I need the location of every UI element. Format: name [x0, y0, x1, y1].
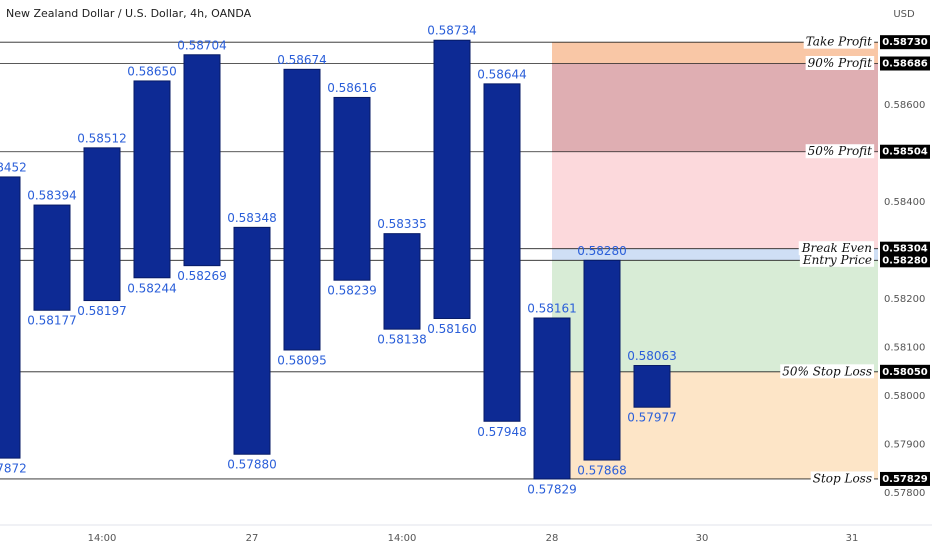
high-label: 0.58335 — [377, 217, 427, 231]
y-tick-label: 0.58000 — [884, 391, 925, 402]
high-label: 0.58512 — [77, 131, 127, 145]
level-name: 50% Stop Loss — [782, 364, 872, 378]
level-value: 0.58504 — [882, 147, 928, 158]
range-bar — [583, 259, 621, 461]
y-tick-label: 0.58200 — [884, 294, 925, 305]
x-tick-label: 30 — [696, 533, 709, 544]
low-label: 0.58160 — [427, 322, 477, 336]
high-label: 0.58452 — [0, 160, 27, 174]
level-name-bg — [805, 144, 875, 159]
range-bar — [0, 176, 21, 459]
level-value: 0.58686 — [882, 59, 928, 70]
x-tick-label: 14:00 — [388, 533, 417, 544]
y-tick-label: 0.57800 — [884, 488, 925, 499]
high-label: 0.58161 — [527, 302, 577, 316]
low-label: 0.57948 — [477, 425, 527, 439]
low-label: 0.58138 — [377, 333, 427, 347]
range-bar — [183, 54, 221, 267]
high-label: 0.58674 — [277, 53, 327, 67]
range-bar — [283, 68, 321, 351]
high-label: 0.58616 — [327, 81, 377, 95]
currency: USD — [893, 9, 915, 20]
zone — [552, 42, 878, 64]
range-bar — [433, 39, 471, 319]
level-name-bg — [780, 364, 874, 379]
low-label: 0.58197 — [77, 304, 127, 318]
low-label: 0.58269 — [177, 269, 227, 283]
level-name: 50% Profit — [808, 144, 873, 158]
low-label: 0.58244 — [127, 281, 177, 295]
range-bar — [383, 233, 421, 330]
x-tick-label: 14:00 — [88, 533, 117, 544]
high-label: 0.58280 — [577, 244, 627, 258]
high-label: 0.58734 — [427, 24, 477, 38]
chart-title: New Zealand Dollar / U.S. Dollar, 4h, OA… — [6, 7, 252, 20]
level-name-bg — [799, 252, 874, 267]
level-value-bg — [880, 253, 930, 268]
level-value: 0.57829 — [882, 474, 928, 485]
range-bar — [533, 317, 571, 480]
range-bar — [483, 83, 521, 422]
level-value-bg — [880, 56, 930, 71]
level-value: 0.58304 — [882, 244, 928, 255]
level-name: Entry Price — [802, 253, 872, 267]
level-value-bg — [880, 241, 930, 256]
level-value: 0.58730 — [882, 37, 928, 48]
level-value-bg — [880, 35, 930, 50]
level-value-bg — [880, 144, 930, 159]
axis-layer: 0.57800 0.57900 0.58000 0.58100 0.58200 0.584… — [0, 20, 932, 544]
low-label: 0.58095 — [277, 354, 327, 368]
x-tick-label: 27 — [246, 533, 259, 544]
zone — [552, 63, 878, 152]
x-tick-label: 31 — [846, 533, 859, 544]
level-name-bg — [803, 34, 875, 49]
price-axis-bg — [878, 20, 932, 525]
level-name-bg — [798, 241, 874, 256]
range-bar — [133, 80, 171, 279]
high-label: 0.58704 — [177, 38, 227, 52]
level-name-bg — [805, 56, 875, 71]
low-label: 0.57880 — [227, 458, 277, 472]
y-tick-label: 0.57900 — [884, 440, 925, 451]
high-label: 0.58644 — [477, 67, 527, 81]
zone — [552, 248, 878, 261]
high-label: 0.58348 — [227, 211, 277, 225]
level-value: 0.58280 — [882, 255, 928, 266]
level-name: Take Profit — [806, 35, 872, 49]
range-bar — [233, 226, 271, 455]
level-name-bg — [810, 471, 874, 486]
level-value: 0.58050 — [882, 367, 928, 378]
labels-layer: 0.58452 0.57872 0.58394 0.58177 0.58512 0.581… — [0, 24, 677, 497]
low-label: 0.57868 — [577, 464, 627, 478]
y-tick-label: 0.58400 — [884, 197, 925, 208]
y-tick-label: 0.58600 — [884, 100, 925, 111]
high-label: 0.58063 — [627, 349, 677, 363]
low-label: 0.57829 — [527, 482, 577, 496]
level-name: Break Even — [801, 241, 872, 255]
low-label: 0.57872 — [0, 462, 27, 476]
high-label: 0.58650 — [127, 64, 177, 78]
level-value-bg — [880, 471, 930, 486]
level-value-bg — [880, 364, 930, 379]
bars-layer — [0, 39, 671, 480]
y-tick-label: 0.58100 — [884, 343, 925, 354]
low-label: 0.58239 — [327, 284, 377, 298]
range-bar — [333, 96, 371, 281]
range-bar — [633, 365, 671, 408]
level-name: Stop Loss — [813, 471, 872, 485]
level-name: 90% Profit — [808, 56, 873, 70]
low-label: 0.58177 — [27, 314, 77, 328]
range-bar — [33, 204, 71, 311]
x-tick-label: 28 — [546, 533, 559, 544]
range-bar — [83, 147, 121, 302]
high-label: 0.58394 — [27, 189, 77, 203]
zone — [552, 151, 878, 249]
low-label: 0.57977 — [627, 411, 677, 425]
